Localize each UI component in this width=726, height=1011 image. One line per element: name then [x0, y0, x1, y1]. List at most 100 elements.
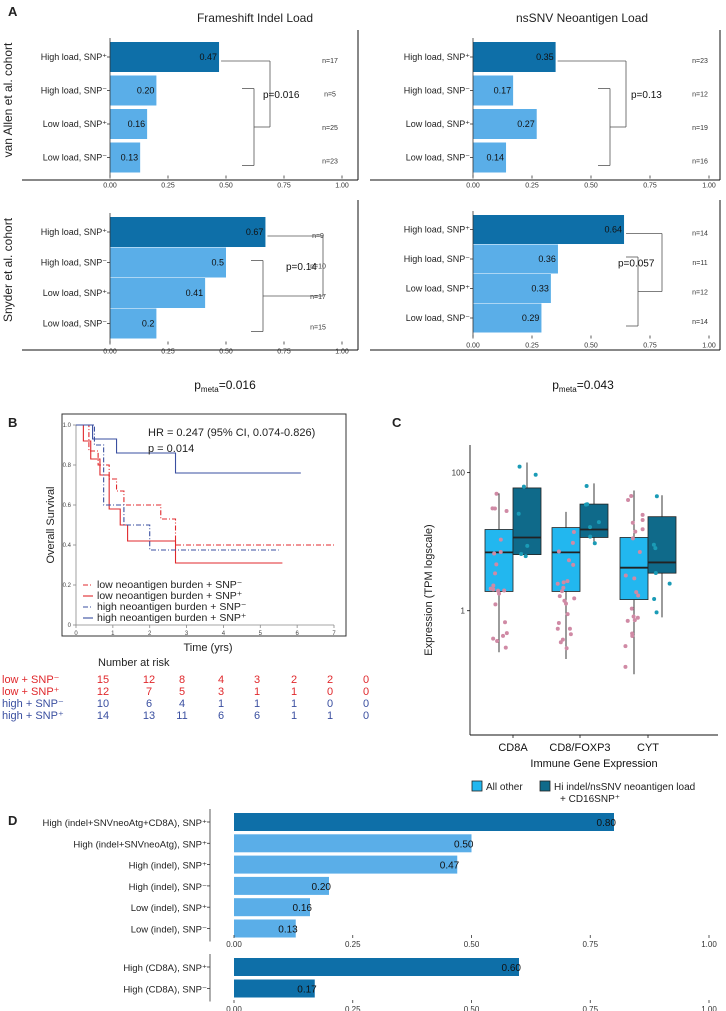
data-point: [504, 631, 509, 636]
category-tick-label: Low load, SNP⁻: [406, 153, 471, 163]
x-tick-label: 3: [185, 631, 189, 637]
risk-count: 0: [363, 698, 369, 710]
bar-value-label: 0.20: [312, 882, 332, 893]
bar-value-label: 0.67: [246, 227, 264, 237]
data-point: [583, 502, 588, 507]
bar: [234, 876, 329, 895]
x-tick-label: 7: [332, 631, 336, 637]
data-point: [558, 640, 563, 645]
risk-count: 7: [146, 686, 152, 698]
x-tick-label: 0.75: [643, 343, 657, 350]
data-point: [630, 631, 635, 636]
data-point: [630, 520, 635, 525]
x-tick-label: 0.50: [464, 1005, 480, 1011]
x-tick-label: 0: [74, 631, 78, 637]
x-tick-label: 0.00: [103, 349, 117, 356]
data-point: [626, 498, 631, 503]
bar: [234, 979, 315, 998]
data-point: [623, 644, 628, 649]
x-tick-label: 0.50: [584, 183, 598, 190]
bar: [473, 42, 556, 72]
data-point: [562, 598, 567, 603]
data-point: [492, 551, 497, 556]
x-tick-label: 4: [222, 631, 226, 637]
data-point: [625, 618, 630, 623]
risk-count: 4: [218, 674, 224, 686]
n-label: n=25: [322, 125, 338, 132]
n-label: n=12: [692, 290, 708, 297]
box: [512, 487, 542, 555]
category-tick-label: High load, SNP⁻: [404, 254, 471, 264]
data-point: [596, 520, 601, 525]
data-point: [498, 550, 503, 555]
p-value-label: p=0.057: [618, 259, 655, 270]
category-tick-label: CD8/FOXP3: [549, 742, 610, 754]
bar-value-label: 0.47: [200, 52, 218, 62]
data-point: [640, 527, 645, 532]
panel-d-label: D: [8, 813, 17, 828]
data-point: [503, 645, 508, 650]
x-tick-label: 0.00: [226, 1005, 242, 1011]
bar-chart-1: 0.47 High load, SNP⁺ n=17 0.20 High load, SN…: [41, 38, 349, 190]
bar: [234, 813, 614, 831]
category-tick-label: High (indel), SNP⁻: [129, 882, 207, 893]
category-tick-label: High (CD8A), SNP⁺: [123, 963, 207, 974]
x-tick-label: 6: [295, 631, 299, 637]
data-point: [566, 558, 571, 563]
n-label: n=17: [310, 294, 326, 301]
category-tick-label: High load, SNP⁻: [41, 86, 108, 96]
data-point: [667, 581, 672, 586]
risk-count: 11: [176, 710, 187, 722]
p-meta-label: pmeta=0.016: [194, 378, 256, 394]
risk-count: 1: [291, 698, 297, 710]
bar-chart-8: 0.60 High (CD8A), SNP⁺ 0.17 High (CD8A), SN…: [123, 954, 717, 1011]
risk-row-label: high + SNP⁻: [2, 698, 64, 710]
box: [484, 529, 514, 592]
x-tick-label: 0.75: [277, 183, 291, 190]
n-label: n=15: [310, 325, 326, 332]
bar-value-label: 0.41: [186, 288, 204, 298]
category-tick-label: High (CD8A), SNP⁻: [123, 985, 207, 996]
bar-value-label: 0.16: [128, 119, 146, 129]
x-tick-label: 0.25: [161, 183, 175, 190]
risk-count: 15: [97, 674, 109, 686]
x-tick-label: 0.50: [219, 183, 233, 190]
bar: [473, 274, 551, 303]
data-point: [584, 484, 589, 489]
bar-value-label: 0.60: [502, 963, 522, 974]
y-tick-label: 0.8: [63, 463, 72, 469]
category-tick-label: Low load, SNP⁻: [43, 153, 108, 163]
data-point: [640, 512, 645, 517]
km-curve-1: [76, 424, 334, 546]
bar-value-label: 0.80: [597, 818, 617, 829]
bar-chart-2: 0.35 High load, SNP⁺ n=23 0.17 High load, SN…: [404, 38, 716, 190]
bar-value-label: 0.29: [522, 313, 540, 323]
category-tick-label: High (indel), SNP⁺: [129, 861, 207, 872]
data-point: [652, 597, 657, 602]
x-tick-label: 0.50: [584, 343, 598, 350]
data-point: [592, 541, 597, 546]
box-plot: 1 100 Expression (TPM logscale) CD8A CD8/FOX…: [423, 445, 718, 805]
bar: [473, 244, 558, 274]
bar-chart-4: 0.64 High load, SNP⁺ n=14 0.36 High load, SN…: [404, 211, 716, 350]
category-tick-label: Low load, SNP⁻: [43, 319, 108, 329]
n-label: n=14: [692, 319, 708, 326]
data-point: [565, 579, 570, 584]
legend-label: high neoantigen burden + SNP⁺: [97, 612, 246, 624]
p-value-label: p=0.14: [286, 262, 317, 273]
risk-count: 1: [327, 710, 333, 722]
km-plot: 0 1 2 3 4 5 6 7 0 0.2 0.4 0.6 0.8 1.0 HR = 0.247 (95% …: [45, 413, 347, 637]
x-tick-label: 1.00: [335, 183, 349, 190]
col-title-indel: Frameshift Indel Load: [197, 11, 313, 25]
risk-count: 8: [179, 674, 185, 686]
km-curve-2: [76, 424, 283, 564]
risk-count: 14: [97, 710, 109, 722]
legend-label: All other: [486, 782, 523, 793]
bar: [234, 834, 472, 853]
x-tick-label: 0.25: [345, 940, 361, 949]
data-point: [632, 618, 637, 623]
km-curve-4: [76, 424, 301, 474]
p-value-label: p=0.13: [631, 90, 662, 101]
category-tick-label: Low (indel), SNP⁻: [131, 925, 207, 936]
data-point: [555, 581, 560, 586]
